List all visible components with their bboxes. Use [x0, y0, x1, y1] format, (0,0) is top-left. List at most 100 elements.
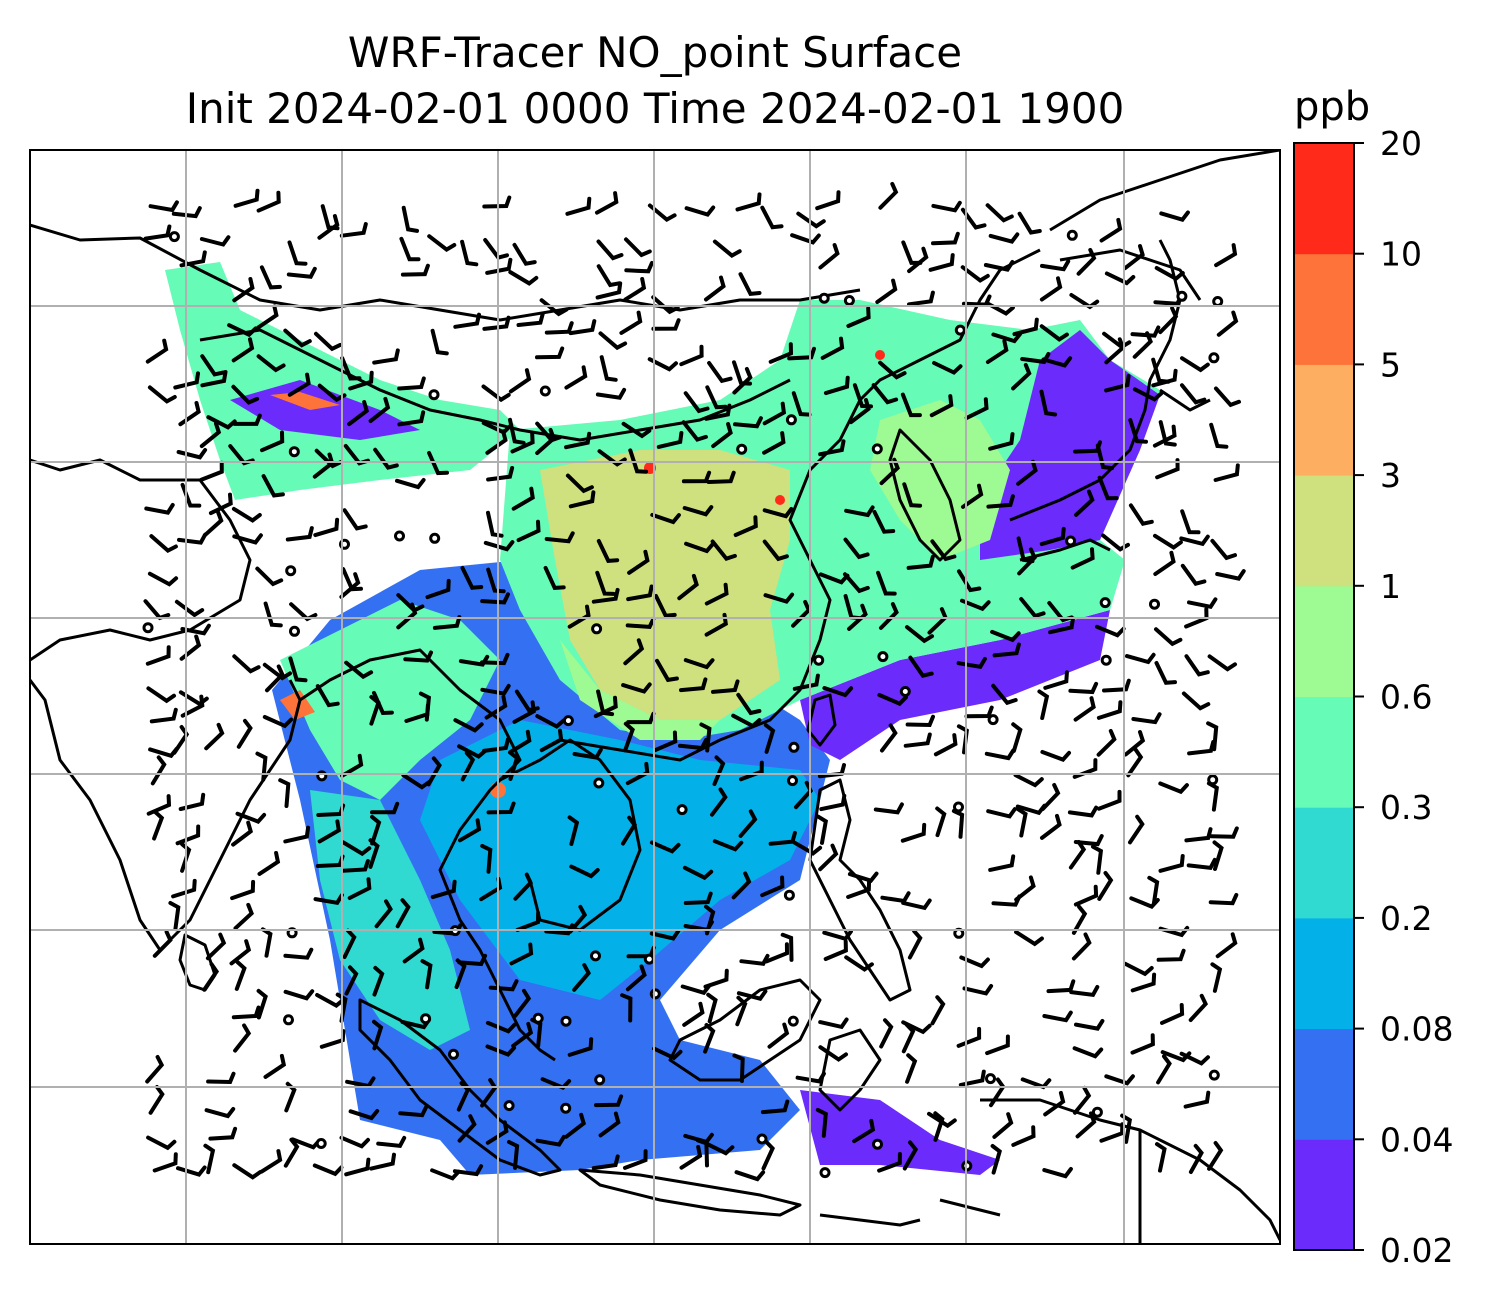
wind-barb [627, 549, 650, 575]
wind-barb [152, 929, 173, 958]
wind-barb [849, 398, 871, 425]
wind-barb [738, 809, 758, 838]
calm-wind-circle [1099, 597, 1111, 609]
wind-barb [739, 953, 770, 966]
wind-barb [594, 1094, 624, 1108]
wind-barb [761, 1139, 775, 1171]
calm-wind-circle [448, 1048, 459, 1060]
wind-barb [705, 385, 728, 410]
wind-barb [699, 722, 712, 753]
wind-barb [1158, 306, 1179, 335]
wind-barb [1132, 331, 1153, 359]
wind-barb [683, 391, 710, 414]
wind-barb [568, 904, 588, 934]
wind-barb [703, 968, 729, 989]
colorbar-swatch [1294, 917, 1354, 1030]
wind-barb [901, 1022, 916, 1054]
calm-wind-circle [985, 1073, 996, 1085]
wind-barb [816, 814, 829, 845]
wind-barb [815, 190, 841, 211]
wind-barb [347, 400, 370, 427]
wind-barb [453, 312, 481, 329]
wind-barb [1048, 616, 1075, 635]
wind-barb [368, 396, 391, 423]
wind-barb [1074, 489, 1095, 517]
coast-java [578, 1168, 802, 1217]
wind-barb [706, 992, 718, 1024]
wind-barb [760, 875, 785, 898]
calm-wind-circle [394, 530, 405, 542]
wind-barb [453, 718, 484, 733]
wind-barb [486, 466, 515, 482]
wind-barb [312, 452, 335, 479]
wind-barb [457, 953, 488, 967]
wind-barb [567, 815, 580, 846]
wind-barb [846, 878, 872, 899]
wind-barb [180, 694, 205, 718]
wind-barb [342, 928, 357, 959]
wind-barb [792, 673, 820, 691]
wind-barb [344, 660, 374, 680]
wind-barb [425, 578, 451, 600]
wind-barb [283, 947, 314, 960]
wind-barb [1155, 1142, 1167, 1173]
wind-barb [232, 277, 255, 303]
wind-barb [876, 570, 897, 596]
wind-barb [732, 360, 752, 386]
wind-barb [507, 1140, 520, 1170]
wind-barb [710, 787, 728, 817]
wind-barb [348, 1109, 380, 1121]
wind-barb [397, 376, 426, 391]
wind-barb [905, 1053, 918, 1084]
wind-barb [229, 939, 252, 966]
wind-barb [286, 266, 317, 279]
wind-barb [396, 602, 418, 630]
wind-barb [175, 824, 201, 846]
wind-barb [376, 1135, 407, 1149]
wind-barb [703, 1023, 716, 1054]
wind-barb [180, 623, 211, 636]
wind-barb [1040, 259, 1071, 272]
wind-barb [733, 515, 758, 537]
wind-barb [679, 677, 708, 693]
wind-barb [233, 902, 254, 931]
wind-barb [1104, 337, 1126, 365]
wind-barb [458, 654, 490, 667]
wind-barb [256, 354, 286, 373]
wind-barb [255, 566, 284, 587]
calm-wind-circle [1208, 352, 1220, 364]
coast-borneo [668, 978, 822, 1082]
wind-barb [202, 510, 224, 538]
wind-barb [178, 792, 206, 811]
calm-wind-circle [953, 801, 964, 813]
wind-barb [200, 370, 228, 388]
wind-barb [368, 838, 380, 869]
map-frame [29, 149, 1281, 1245]
wind-barb [535, 714, 566, 729]
wind-barb [760, 205, 784, 230]
wind-barb [902, 1140, 919, 1171]
tracer-band-purple-china-south [800, 610, 1110, 760]
wind-barb [373, 447, 399, 470]
wind-barb [480, 683, 511, 696]
colorbar-tick-label: 0.02 [1380, 1231, 1453, 1270]
wind-barb [147, 571, 179, 587]
wind-barb [960, 265, 990, 283]
wind-barb [146, 1135, 177, 1151]
wind-barb [1067, 805, 1099, 818]
wind-barb [877, 693, 908, 707]
wind-barb [649, 929, 681, 941]
wind-barb [930, 995, 946, 1026]
wind-barb [957, 569, 982, 593]
coast-north-border [30, 223, 861, 322]
wind-barb [1184, 827, 1213, 843]
wind-barb [844, 505, 875, 518]
wind-barb [734, 1170, 766, 1182]
wind-barb [1011, 363, 1032, 391]
wind-barb [907, 929, 923, 960]
wind-barb [1104, 374, 1131, 393]
wind-barb [372, 348, 400, 365]
coastlines [30, 150, 1280, 1244]
wind-barb [370, 801, 400, 815]
wind-barb [1074, 1019, 1105, 1031]
